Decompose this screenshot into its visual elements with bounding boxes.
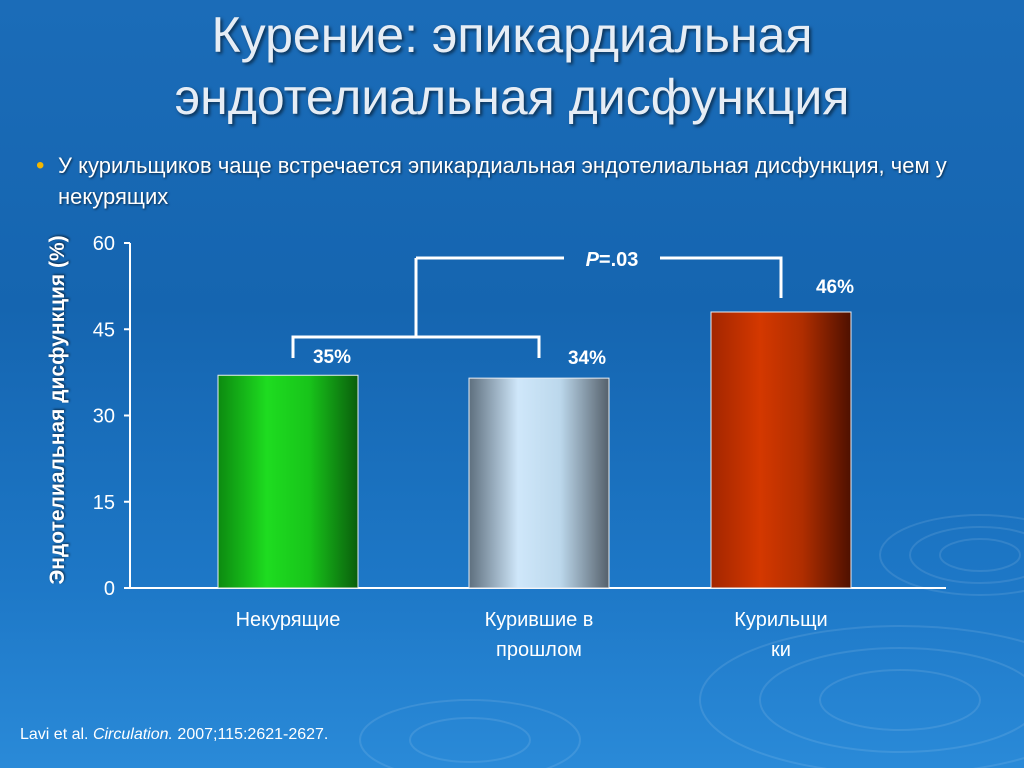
citation-details: 2007;115:2621-2627. (177, 726, 329, 743)
x-tick-label: ки (771, 639, 791, 661)
y-tick-label: 15 (93, 492, 115, 514)
bar-3 (710, 311, 852, 589)
title-line-1: Курение: эпикардиальная (211, 7, 813, 63)
y-tick-label: 60 (93, 233, 115, 255)
bullet-point: • У курильщиков чаще встречается эпикард… (36, 150, 992, 212)
y-tick-label: 0 (104, 578, 115, 600)
data-label: 35% (313, 347, 351, 368)
chart-bars (217, 311, 852, 589)
x-tick-label: Некурящие (236, 609, 341, 631)
bar-1 (217, 374, 359, 589)
title-line-2: эндотелиальная дисфункция (174, 69, 850, 125)
p-value-number: =.03 (599, 249, 638, 271)
data-label: 46% (816, 277, 854, 298)
data-label: 34% (568, 348, 606, 369)
x-tick-label: прошлом (496, 639, 582, 661)
y-axis-label: Эндотелиальная дисфункция (%) (46, 235, 69, 584)
bullet-text: У курильщиков чаще встречается эпикардиа… (58, 153, 947, 209)
p-value-label: P=.03 (586, 249, 639, 271)
y-tick-label: 45 (93, 319, 115, 341)
chart-labels: 35% 34% 46% Некурящие Курившие в прошлом Курил… (236, 277, 855, 661)
bracket-right (660, 256, 783, 298)
bullet-dot-icon: • (36, 152, 45, 179)
p-value-prefix: P (586, 249, 600, 271)
citation: Lavi et al. Circulation. 2007;115:2621-2… (20, 726, 328, 744)
citation-authors: Lavi et al. (20, 726, 89, 743)
slide-title: Курение: эпикардиальная эндотелиальная д… (0, 4, 1024, 128)
significance-bracket: P=.03 (291, 249, 783, 358)
x-tick-label: Курившие в (485, 609, 594, 631)
x-tick-label: Курильщи (734, 609, 827, 631)
citation-journal: Circulation. (92, 726, 173, 743)
bar-2 (468, 377, 610, 589)
y-tick-label: 30 (93, 406, 115, 428)
